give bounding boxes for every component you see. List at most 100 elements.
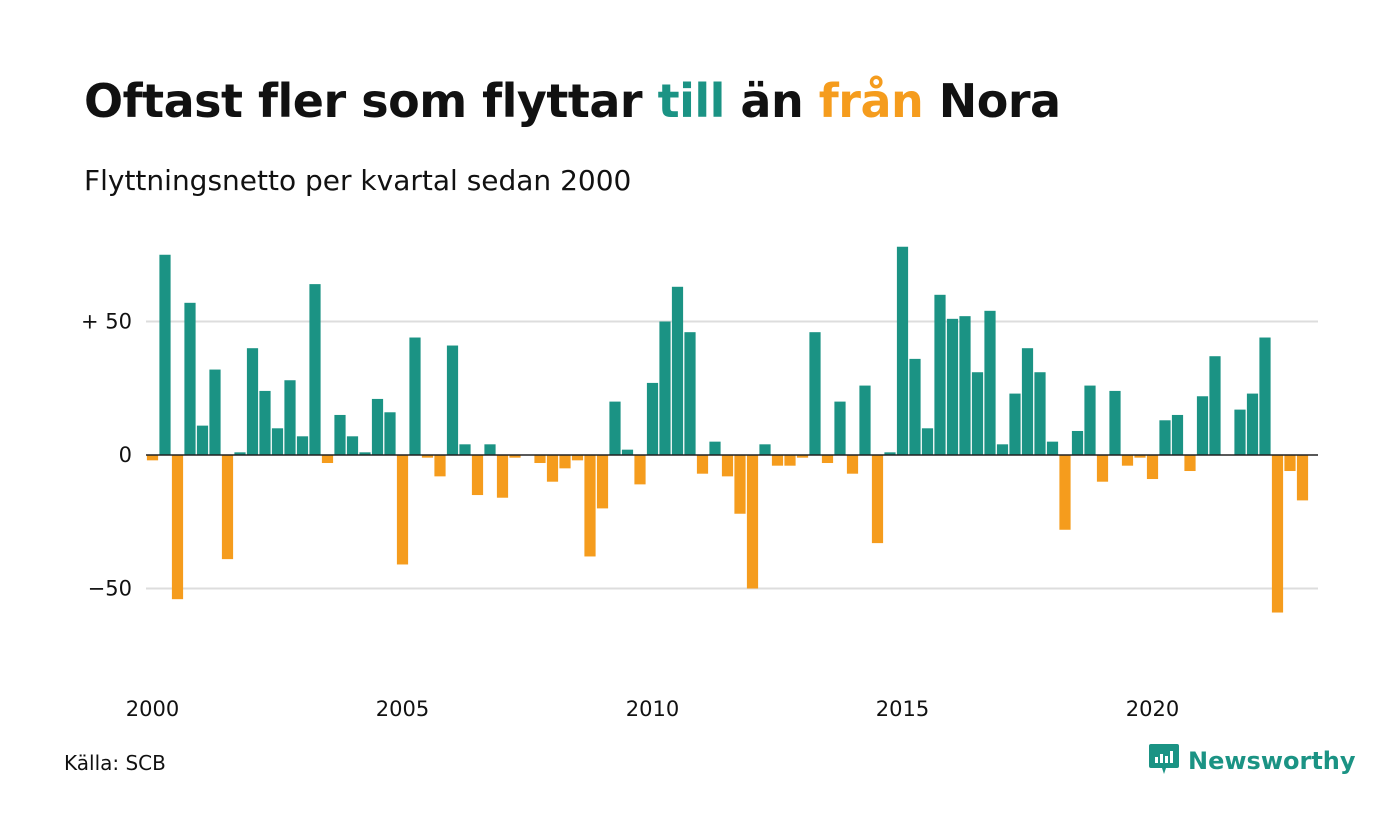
bar-2001-q3 [221,455,234,560]
bar-2018-q2 [1059,455,1071,530]
bar-2014-q3 [871,455,884,544]
bar-2004-q4 [384,412,396,455]
bar-2019-q4 [1134,455,1146,458]
bar-2005-q3 [421,455,434,458]
bar-2003-q2 [309,284,321,455]
bar-2002-q3 [271,428,284,455]
bar-2015-q4 [934,294,946,455]
bar-2008-q1 [546,455,559,482]
bar-2001-q1 [196,425,209,455]
bar-2004-q3 [371,398,384,455]
bar-2015-q2 [909,358,921,455]
brand-name: Newsworthy [1188,747,1356,775]
bar-2005-q2 [409,337,421,455]
bar-2009-q4 [634,455,646,485]
bar-2014-q4 [884,452,896,455]
bar-2003-q4 [334,414,346,455]
bar-2014-q1 [846,455,859,474]
bar-2013-q4 [834,401,846,455]
bar-2001-q2 [209,369,221,455]
bar-2005-q1 [396,455,409,565]
bar-2009-q3 [621,449,634,455]
bar-2000-q4 [184,302,196,455]
title-part-1: Oftast fler som flyttar [84,74,658,128]
bar-2011-q2 [709,441,721,455]
bars [146,246,1309,613]
chart-title: Oftast fler som flyttar till än från Nor… [84,74,1061,128]
bar-2000-q1 [146,455,159,461]
bar-2011-q4 [734,455,746,514]
bar-2005-q4 [434,455,446,477]
bar-2013-q3 [821,455,834,464]
bar-2000-q2 [159,254,171,455]
gridlines [146,320,1318,590]
bar-2016-q1 [946,318,959,455]
bar-2012-q1 [746,455,759,589]
bar-2006-q2 [459,444,471,455]
y-tick-label: + 50 [81,310,132,334]
bar-2020-q2 [1159,420,1171,455]
bar-2018-q4 [1084,385,1096,455]
chart-subtitle: Flyttningsnetto per kvartal sedan 2000 [84,164,632,197]
bar-2012-q2 [759,444,771,455]
bar-2009-q1 [596,455,609,509]
bar-2021-q2 [1209,356,1221,455]
x-tick-label: 2005 [376,697,429,721]
source-label: Källa: SCB [64,751,166,775]
bar-2010-q1 [646,382,659,455]
bar-2013-q1 [796,455,809,458]
bar-2011-q1 [696,455,709,474]
bar-2009-q2 [609,401,621,455]
bar-2018-q3 [1071,430,1084,455]
bar-2004-q1 [346,436,359,455]
bar-2020-q1 [1146,455,1159,480]
bar-2016-q3 [971,372,984,455]
bar-2017-q3 [1021,348,1034,455]
x-axis-tick-labels: 2000 2005 2010 2015 2020 [126,697,1179,721]
y-tick-label: 0 [119,443,132,467]
bar-2022-q4 [1284,455,1296,472]
bar-2017-q4 [1034,372,1046,455]
bar-2019-q1 [1096,455,1109,482]
bar-2023-q1 [1296,455,1309,501]
bar-2011-q3 [721,455,734,477]
bar-2008-q3 [571,455,584,461]
bar-2002-q1 [246,348,259,455]
bar-2006-q3 [471,455,484,496]
bar-2008-q2 [559,455,571,469]
bar-2003-q3 [321,455,334,464]
bar-2022-q2 [1259,337,1271,455]
y-tick-label: −50 [88,577,132,601]
x-tick-label: 2020 [1126,697,1179,721]
x-tick-label: 2010 [626,697,679,721]
bar-2010-q4 [684,332,696,455]
bar-2012-q3 [771,455,784,466]
bar-2008-q4 [584,455,596,557]
newsworthy-logo-icon [1148,742,1180,780]
bar-2007-q2 [509,455,521,458]
brand: Newsworthy [1148,742,1356,780]
bar-2010-q3 [671,286,684,455]
title-part-3: än [724,74,819,128]
bar-2004-q2 [359,452,371,455]
bar-2014-q2 [859,385,871,455]
bar-2007-q4 [534,455,546,464]
bar-2020-q3 [1171,414,1184,455]
bar-2021-q4 [1234,409,1246,455]
title-highlight-fran: från [818,74,924,128]
bar-2019-q3 [1121,455,1134,466]
x-tick-label: 2015 [876,697,929,721]
y-axis-tick-labels: + 50 0 −50 [81,310,132,601]
bar-2010-q2 [659,321,671,455]
bar-2019-q2 [1109,390,1121,455]
bar-2018-q1 [1046,441,1059,455]
bar-2020-q4 [1184,455,1196,472]
bar-2022-q3 [1271,455,1284,613]
bar-2012-q4 [784,455,796,466]
bar-2015-q3 [921,428,934,455]
bar-2002-q2 [259,390,271,455]
bar-2000-q3 [171,455,184,600]
title-part-5: Nora [923,74,1061,128]
bar-2021-q1 [1196,396,1209,455]
